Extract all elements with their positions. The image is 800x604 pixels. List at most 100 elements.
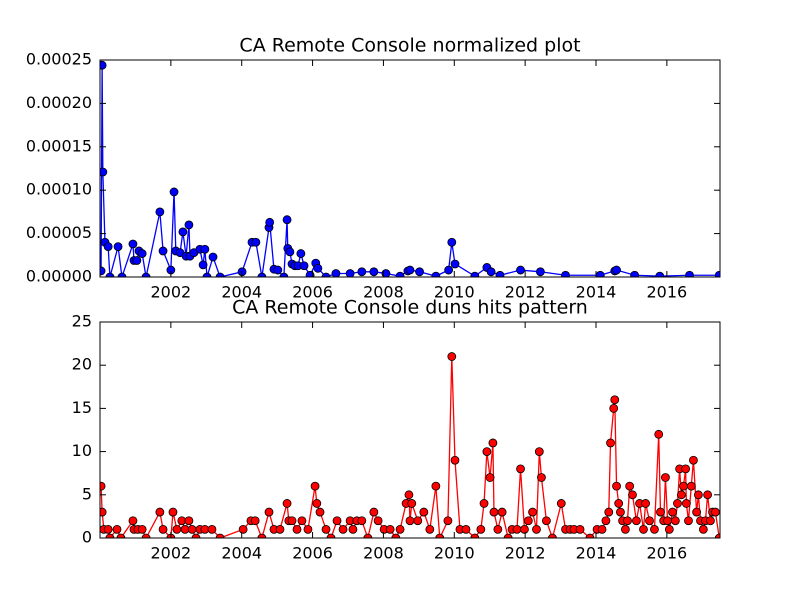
data-point xyxy=(621,524,630,534)
data-point xyxy=(273,265,283,275)
data-point xyxy=(623,516,632,526)
x-tick-label: 2008 xyxy=(363,283,404,302)
data-point xyxy=(141,533,151,538)
data-point xyxy=(425,524,435,534)
x-tick-label: 2006 xyxy=(292,544,333,563)
data-point xyxy=(673,499,682,508)
data-point xyxy=(373,516,383,526)
y-tick-label: 15 xyxy=(72,398,92,417)
data-point xyxy=(419,507,429,517)
data-point xyxy=(405,516,415,526)
data-point xyxy=(117,272,127,277)
data-point xyxy=(285,247,295,257)
data-point xyxy=(187,524,197,534)
y-tick-label: 10 xyxy=(72,441,92,460)
data-point xyxy=(630,270,640,277)
data-point xyxy=(447,237,457,247)
data-point xyxy=(113,242,123,252)
data-point xyxy=(116,533,126,538)
data-point xyxy=(714,533,720,538)
y-tick-label: 20 xyxy=(72,355,92,374)
data-point xyxy=(537,473,546,482)
data-point xyxy=(679,481,688,491)
data-point xyxy=(625,481,635,491)
plot-area xyxy=(100,60,720,277)
data-point xyxy=(415,267,424,277)
data-point xyxy=(282,499,292,508)
x-tick-label: 2008 xyxy=(363,544,404,563)
data-point xyxy=(158,524,168,534)
data-point xyxy=(100,507,107,517)
y-tick-label: 0.00010 xyxy=(26,180,92,199)
data-point xyxy=(137,524,147,534)
data-point xyxy=(200,244,210,254)
data-point xyxy=(369,267,379,277)
data-point xyxy=(548,533,557,538)
data-point xyxy=(385,524,395,534)
data-point xyxy=(128,516,138,526)
data-point xyxy=(703,490,712,500)
data-point xyxy=(208,252,218,262)
data-point xyxy=(444,265,454,275)
data-point xyxy=(287,516,297,526)
data-point xyxy=(606,438,615,448)
data-point xyxy=(191,533,201,538)
data-point xyxy=(604,507,614,517)
data-point xyxy=(155,507,165,517)
data-point xyxy=(631,516,641,526)
data-point xyxy=(585,533,595,538)
data-point xyxy=(363,533,373,538)
data-point xyxy=(132,256,142,265)
data-point xyxy=(597,524,607,534)
data-point xyxy=(184,516,194,526)
x-tick-label: 2016 xyxy=(646,544,687,563)
data-point xyxy=(470,533,480,538)
data-point xyxy=(610,395,620,405)
axes-frame xyxy=(99,59,721,278)
data-point xyxy=(534,447,544,457)
data-point xyxy=(664,524,674,534)
data-point xyxy=(158,246,168,256)
data-point xyxy=(357,267,367,277)
data-point xyxy=(100,60,107,70)
y-tick-label: 0.00025 xyxy=(26,50,92,69)
data-point xyxy=(431,481,441,491)
data-point xyxy=(238,524,248,534)
data-point xyxy=(357,516,367,526)
data-point xyxy=(556,499,566,508)
data-point xyxy=(612,481,621,491)
data-point xyxy=(663,516,672,526)
data-point xyxy=(685,270,694,277)
data-point xyxy=(265,217,275,227)
data-point xyxy=(476,524,486,534)
data-point xyxy=(215,533,225,538)
data-point xyxy=(497,507,507,517)
data-point xyxy=(489,507,499,517)
data-point xyxy=(479,499,489,508)
data-point xyxy=(650,524,659,534)
data-point xyxy=(297,516,307,526)
data-point xyxy=(395,524,405,534)
data-point xyxy=(310,481,320,491)
data-point xyxy=(601,516,611,526)
data-point xyxy=(303,524,313,534)
data-point xyxy=(655,271,665,277)
data-point xyxy=(100,481,106,491)
data-point xyxy=(431,271,441,277)
data-point xyxy=(645,516,654,526)
x-tick-label: 2004 xyxy=(221,283,262,302)
data-point xyxy=(561,270,570,277)
x-tick-label: 2006 xyxy=(292,283,333,302)
axes-frame xyxy=(99,321,721,539)
data-point xyxy=(684,516,693,526)
data-point xyxy=(103,242,113,252)
y-tick-label: 0.00000 xyxy=(26,267,92,286)
data-point xyxy=(407,499,417,508)
data-point xyxy=(315,507,325,517)
data-point xyxy=(450,455,460,465)
data-point xyxy=(331,269,341,277)
data-point xyxy=(609,403,619,413)
data-point xyxy=(292,524,302,534)
data-point xyxy=(338,524,348,534)
